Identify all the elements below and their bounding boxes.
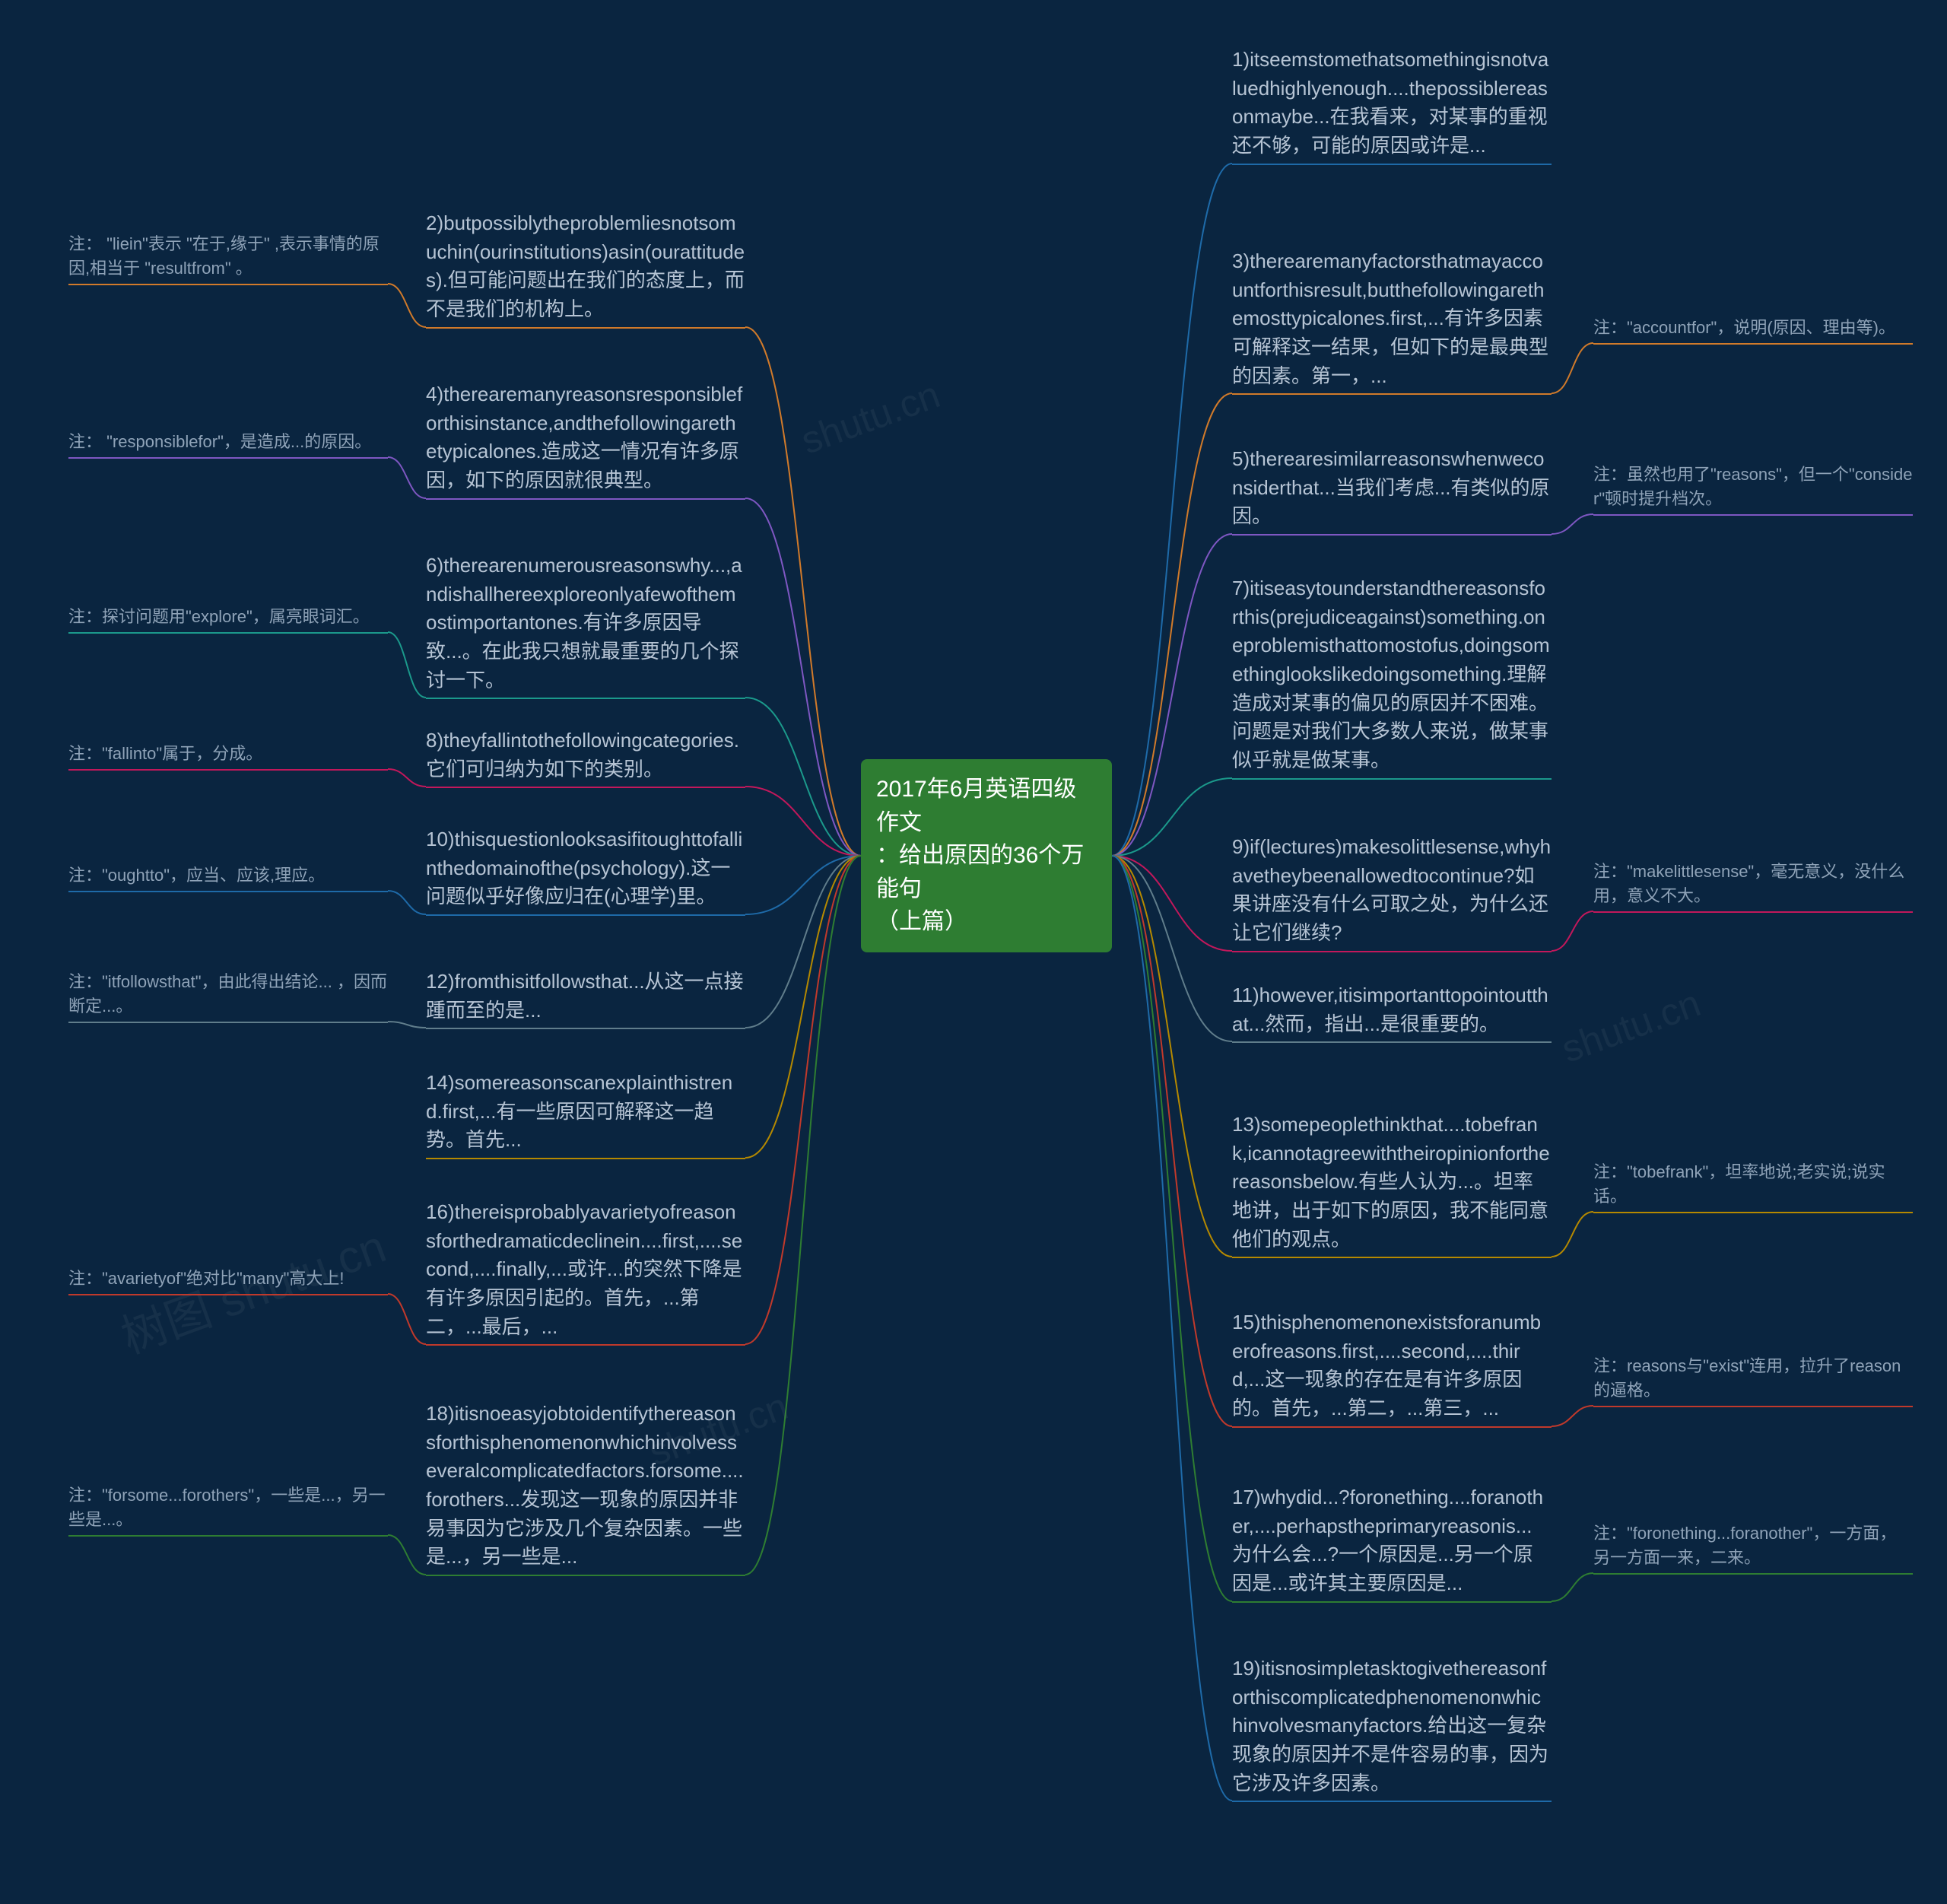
- node-underline: [426, 914, 745, 916]
- edge-layer: [0, 0, 1947, 1904]
- node-underline: [1593, 1406, 1913, 1407]
- node-underline: [426, 1344, 745, 1346]
- node-underline: [1593, 514, 1913, 516]
- watermark: shutu.cn: [1556, 981, 1706, 1071]
- branch-node: 3)therearemanyfactorsthatmayaccountforth…: [1232, 247, 1552, 390]
- note-text: 注："itfollowsthat"，由此得出结论... ，因而断定...。: [68, 970, 388, 1019]
- branch-node: 17)whydid...?foronething....foranother,.…: [1232, 1483, 1552, 1598]
- node-underline: [68, 1535, 388, 1537]
- node-underline: [68, 284, 388, 285]
- node-underline: [1232, 1257, 1552, 1258]
- branch-node: 11)however,itisimportanttopointoutthat..…: [1232, 981, 1552, 1038]
- branch-node: 14)somereasonscanexplainthistrend.first,…: [426, 1069, 745, 1155]
- node-underline: [68, 632, 388, 634]
- note-text: 注："avarietyof"绝对比"many"高大上!: [68, 1267, 388, 1291]
- branch-node: 16)thereisprobablyavarietyofreasonsforth…: [426, 1198, 745, 1341]
- node-underline: [1232, 951, 1552, 952]
- branch-node: 15)thisphenomenonexistsforanumberofreaso…: [1232, 1308, 1552, 1423]
- node-underline: [1593, 911, 1913, 913]
- mindmap-stage: 树图 shutu.cnshutu.cnshutu.cnshutu.cn2017年…: [0, 0, 1947, 1904]
- note-text: 注："makelittlesense"，毫无意义，没什么用，意义不大。: [1593, 860, 1913, 908]
- note-text: 注："forsome...forothers"，一些是...，另一些是...。: [68, 1483, 388, 1532]
- node-underline: [1593, 1573, 1913, 1575]
- note-text: 注："oughtto"，应当、应该,理应。: [68, 863, 388, 888]
- node-underline: [1593, 343, 1913, 345]
- node-underline: [1232, 393, 1552, 395]
- node-underline: [68, 1022, 388, 1023]
- node-underline: [426, 327, 745, 329]
- node-underline: [1232, 164, 1552, 165]
- branch-node: 18)itisnoeasyjobtoidentifythereasonsfort…: [426, 1400, 745, 1572]
- branch-node: 4)therearemanyreasonsresponsibleforthisi…: [426, 380, 745, 495]
- note-text: 注： "liein"表示 "在于,缘于" ,表示事情的原因,相当于 "resul…: [68, 232, 388, 281]
- branch-node: 19)itisnosimpletasktogivethereasonforthi…: [1232, 1654, 1552, 1798]
- note-text: 注：reasons与"exist"连用，拉升了reason的逼格。: [1593, 1354, 1913, 1403]
- note-text: 注："foronething...foranother"，一方面，另一方面一来，…: [1593, 1521, 1913, 1570]
- branch-node: 5)therearesimilarreasonswhenweconsiderth…: [1232, 445, 1552, 531]
- branch-node: 8)theyfallintothefollowingcategories.它们可…: [426, 726, 745, 784]
- node-underline: [426, 698, 745, 699]
- node-underline: [426, 1028, 745, 1029]
- branch-node: 1)itseemstomethatsomethingisnotvaluedhig…: [1232, 46, 1552, 161]
- branch-node: 6)therearenumerousreasonswhy...,andishal…: [426, 551, 745, 695]
- note-text: 注：探讨问题用"explore"，属亮眼词汇。: [68, 605, 388, 629]
- branch-node: 12)fromthisitfollowsthat...从这一点接踵而至的是...: [426, 968, 745, 1025]
- node-underline: [68, 1294, 388, 1295]
- branch-node: 7)itiseasytounderstandthereasonsforthis(…: [1232, 574, 1552, 775]
- node-underline: [68, 769, 388, 771]
- watermark: shutu.cn: [796, 372, 945, 462]
- node-underline: [1232, 1801, 1552, 1802]
- note-text: 注： "responsiblefor"，是造成...的原因。: [68, 430, 388, 454]
- node-underline: [1232, 1601, 1552, 1603]
- node-underline: [426, 787, 745, 788]
- branch-node: 10)thisquestionlooksasifitoughttofallint…: [426, 825, 745, 911]
- node-underline: [68, 891, 388, 892]
- branch-node: 9)if(lectures)makesolittlesense,whyhavet…: [1232, 833, 1552, 948]
- note-text: 注："fallinto"属于，分成。: [68, 742, 388, 766]
- note-text: 注："accountfor"，说明(原因、理由等)。: [1593, 316, 1913, 340]
- node-underline: [1232, 1426, 1552, 1428]
- branch-node: 2)butpossiblytheproblemliesnotsomuchin(o…: [426, 209, 745, 324]
- node-underline: [68, 457, 388, 459]
- node-underline: [426, 1158, 745, 1159]
- node-underline: [1232, 1041, 1552, 1043]
- node-underline: [1593, 1212, 1913, 1213]
- node-underline: [426, 498, 745, 500]
- center-topic: 2017年6月英语四级作文：给出原因的36个万能句（上篇）: [861, 759, 1112, 952]
- node-underline: [426, 1575, 745, 1576]
- note-text: 注：虽然也用了"reasons"，但一个"consider"顿时提升档次。: [1593, 462, 1913, 511]
- note-text: 注："tobefrank"，坦率地说;老实说;说实话。: [1593, 1160, 1913, 1209]
- node-underline: [1232, 534, 1552, 536]
- node-underline: [1232, 778, 1552, 780]
- branch-node: 13)somepeoplethinkthat....tobefrank,ican…: [1232, 1111, 1552, 1254]
